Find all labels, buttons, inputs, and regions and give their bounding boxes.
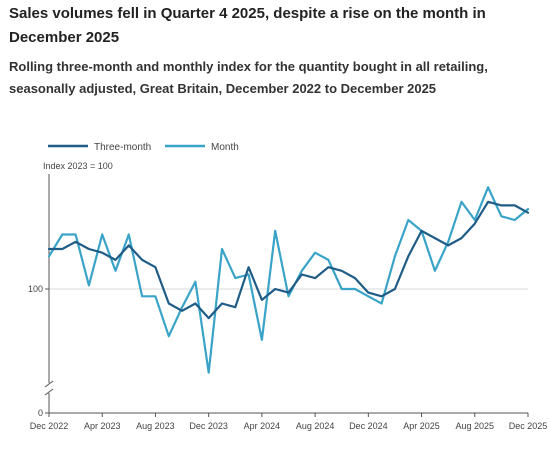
series-line-three-month <box>47 200 530 320</box>
chart-subtitle: Rolling three-month and monthly index fo… <box>9 59 488 96</box>
x-tick-label-8: Aug 2025 <box>456 421 495 431</box>
axes <box>44 174 529 417</box>
y-tick-label-100: 100 <box>28 284 43 294</box>
chart-title: Sales volumes fell in Quarter 4 2025, de… <box>9 5 486 46</box>
series-lines <box>47 186 530 374</box>
series-line-month <box>47 186 530 374</box>
x-tick-labels: Dec 2022 Apr 2023 Aug 2023 Dec 2023 Apr 2024… <box>30 421 548 431</box>
y-tick-label-0: 0 <box>38 408 43 418</box>
y-axis-unit-note: Index 2023 = 100 <box>43 161 113 171</box>
legend: Three-month Month <box>48 142 239 153</box>
x-tick-label-7: Apr 2025 <box>403 421 440 431</box>
y-axis-break-mark-1 <box>44 380 54 388</box>
x-tick-label-2: Aug 2023 <box>136 421 175 431</box>
x-tick-label-6: Dec 2024 <box>349 421 388 431</box>
x-tick-label-1: Apr 2023 <box>84 421 121 431</box>
y-axis-break-mark-2 <box>44 388 54 396</box>
legend-month-label: Month <box>211 142 239 153</box>
x-tick-label-4: Apr 2024 <box>244 421 281 431</box>
x-tick-label-3: Dec 2023 <box>189 421 228 431</box>
x-tick-label-0: Dec 2022 <box>30 421 69 431</box>
x-tick-label-9: Dec 2025 <box>509 421 548 431</box>
legend-three-month-label: Three-month <box>94 142 151 153</box>
x-tick-label-5: Aug 2024 <box>296 421 335 431</box>
y-tick-labels: 0 100 <box>28 284 43 418</box>
